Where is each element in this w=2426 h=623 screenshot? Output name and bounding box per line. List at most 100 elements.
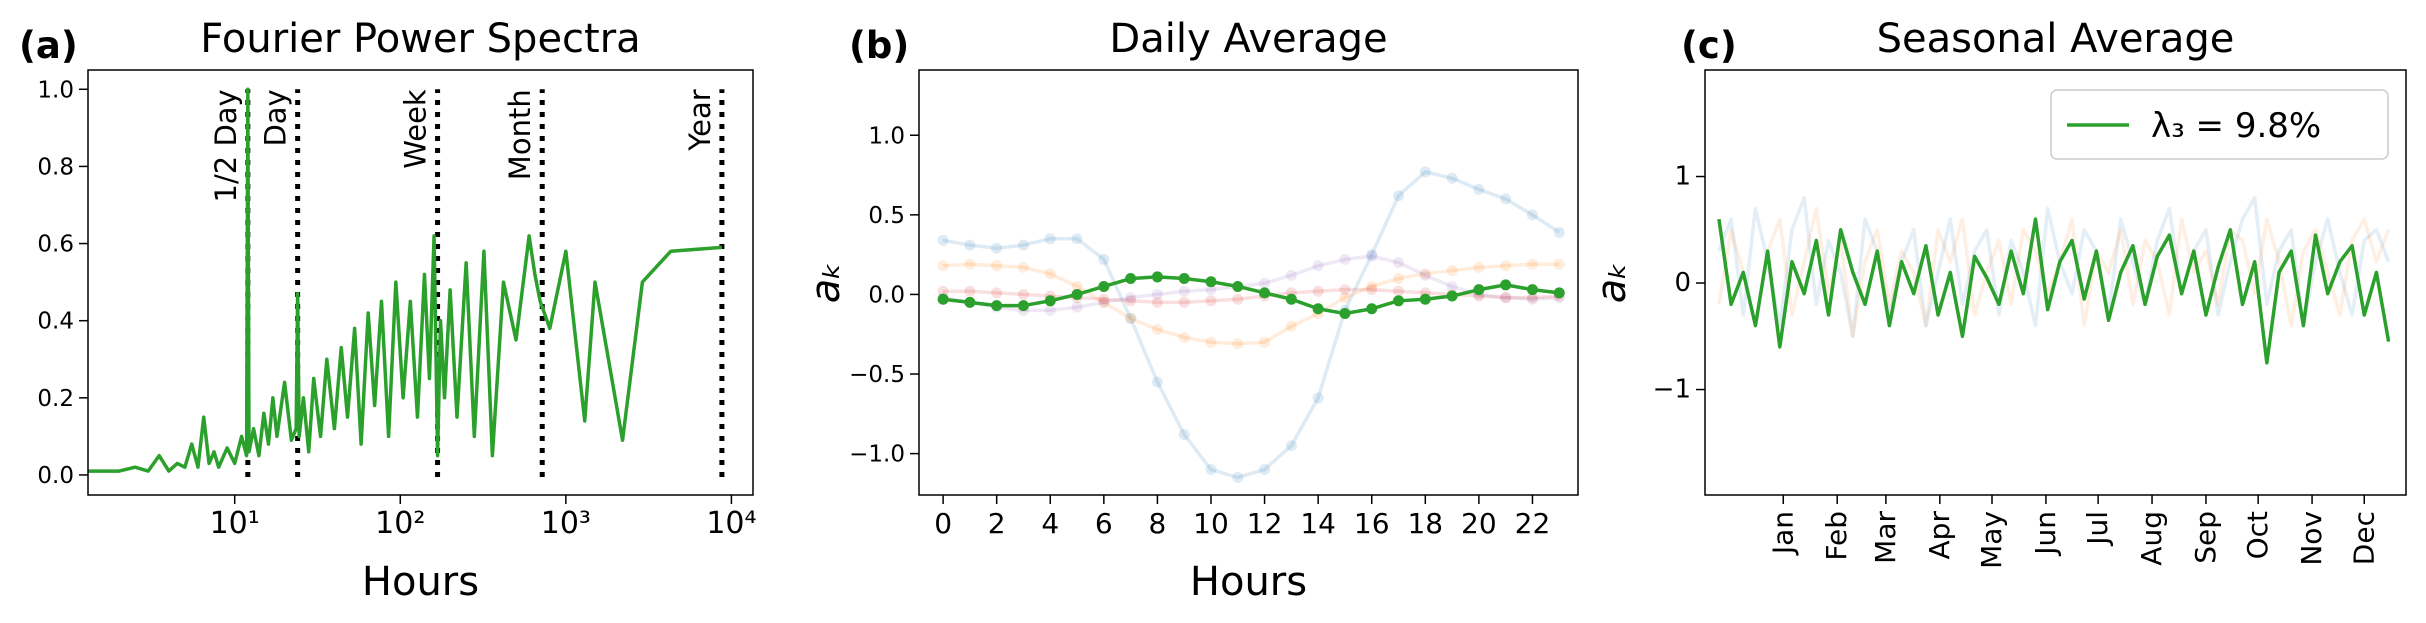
y-tick-label: −1 [1653, 375, 1691, 405]
x-tick-label: 10⁴ [706, 506, 756, 541]
marker [1044, 268, 1056, 280]
marker [1285, 293, 1297, 305]
marker [1071, 280, 1083, 292]
series-line [1717, 206, 2391, 339]
marker [1125, 312, 1137, 324]
y-tick-label: 0.8 [37, 154, 74, 180]
x-tick-label: Mar [1869, 511, 1902, 564]
marker [1044, 295, 1056, 307]
series-line [1717, 217, 2391, 365]
x-tick-label: Feb [1820, 511, 1853, 561]
y-tick-label: 1.0 [37, 77, 74, 103]
marker [937, 260, 949, 272]
x-tick-label: Oct [2241, 511, 2274, 559]
x-tick-label: Sep [2189, 511, 2222, 564]
marker [1125, 312, 1137, 324]
marker [1393, 190, 1405, 202]
marker [1419, 268, 1431, 280]
y-axis-label: aₖ [803, 262, 849, 304]
annotation: 1/2 Day [209, 89, 243, 202]
marker [1151, 288, 1163, 300]
marker [937, 285, 949, 297]
marker [1178, 429, 1190, 441]
y-tick-label: 0 [1674, 268, 1691, 298]
marker [1285, 440, 1297, 452]
marker [1312, 303, 1324, 315]
marker [1312, 285, 1324, 297]
x-tick-label: 10² [375, 506, 425, 541]
marker [1017, 288, 1029, 300]
marker [1500, 292, 1512, 304]
x-tick-label: Jan [1766, 511, 1799, 556]
marker [1393, 285, 1405, 297]
marker [1446, 265, 1458, 277]
marker [1178, 285, 1190, 297]
x-tick-label: 16 [1354, 507, 1390, 540]
marker [1446, 280, 1458, 292]
marker [1151, 323, 1163, 335]
marker [1232, 293, 1244, 305]
y-tick-label: −0.5 [849, 362, 905, 388]
marker [1339, 308, 1351, 320]
x-axis-label: Hours [362, 559, 479, 605]
marker [991, 300, 1003, 312]
marker [1393, 295, 1405, 307]
marker [1259, 464, 1271, 476]
marker [1098, 296, 1110, 308]
legend-label: λ₃ = 9.8% [2151, 106, 2321, 146]
marker [1259, 277, 1271, 289]
marker [1500, 292, 1512, 304]
series-line [88, 87, 723, 473]
x-tick-label: 20 [1461, 507, 1497, 540]
panel-label: (a) [19, 24, 78, 67]
marker [1151, 376, 1163, 388]
x-tick-label: 6 [1095, 507, 1113, 540]
marker [1071, 301, 1083, 313]
marker [1500, 260, 1512, 272]
y-tick-label: 0.0 [868, 282, 905, 308]
series-line [942, 170, 1561, 480]
marker [1473, 261, 1485, 273]
y-tick-label: 0.6 [37, 232, 74, 258]
marker [1366, 249, 1378, 261]
marker [1473, 183, 1485, 195]
marker [1178, 331, 1190, 343]
x-tick-label: 2 [988, 507, 1006, 540]
marker [964, 258, 976, 270]
marker [1232, 471, 1244, 483]
series-line [942, 254, 1560, 313]
marker [1017, 261, 1029, 273]
marker [991, 287, 1003, 299]
x-tick-label: Jul [2081, 511, 2114, 547]
marker [1071, 288, 1083, 300]
marker [1526, 209, 1538, 221]
marker [1125, 273, 1137, 285]
marker [991, 260, 1003, 272]
marker [1312, 260, 1324, 272]
legend-box [2050, 89, 2389, 160]
panel-label: (c) [1681, 24, 1737, 67]
marker [1205, 284, 1217, 296]
marker [937, 234, 949, 246]
y-tick-label: −1.0 [849, 442, 905, 468]
marker [1151, 296, 1163, 308]
marker [1366, 280, 1378, 292]
x-tick-label: May [1975, 511, 2008, 569]
marker [1339, 292, 1351, 304]
marker [1500, 279, 1512, 291]
y-axis-label: aₖ [1589, 262, 1635, 304]
marker [1366, 284, 1378, 296]
marker [1285, 320, 1297, 332]
marker [1419, 269, 1431, 281]
annotation: Week [399, 89, 433, 169]
marker [1526, 293, 1538, 305]
x-tick-label: 10³ [541, 506, 591, 541]
annotation: Year [683, 89, 717, 151]
marker [1553, 226, 1565, 238]
chart-title: Fourier Power Spectra [200, 16, 640, 62]
x-tick-label: Apr [1923, 511, 1956, 560]
marker [1205, 336, 1217, 348]
y-tick-label: 0.4 [37, 309, 74, 335]
x-tick-label: 10¹ [210, 506, 260, 541]
annotation: Day [259, 89, 293, 146]
